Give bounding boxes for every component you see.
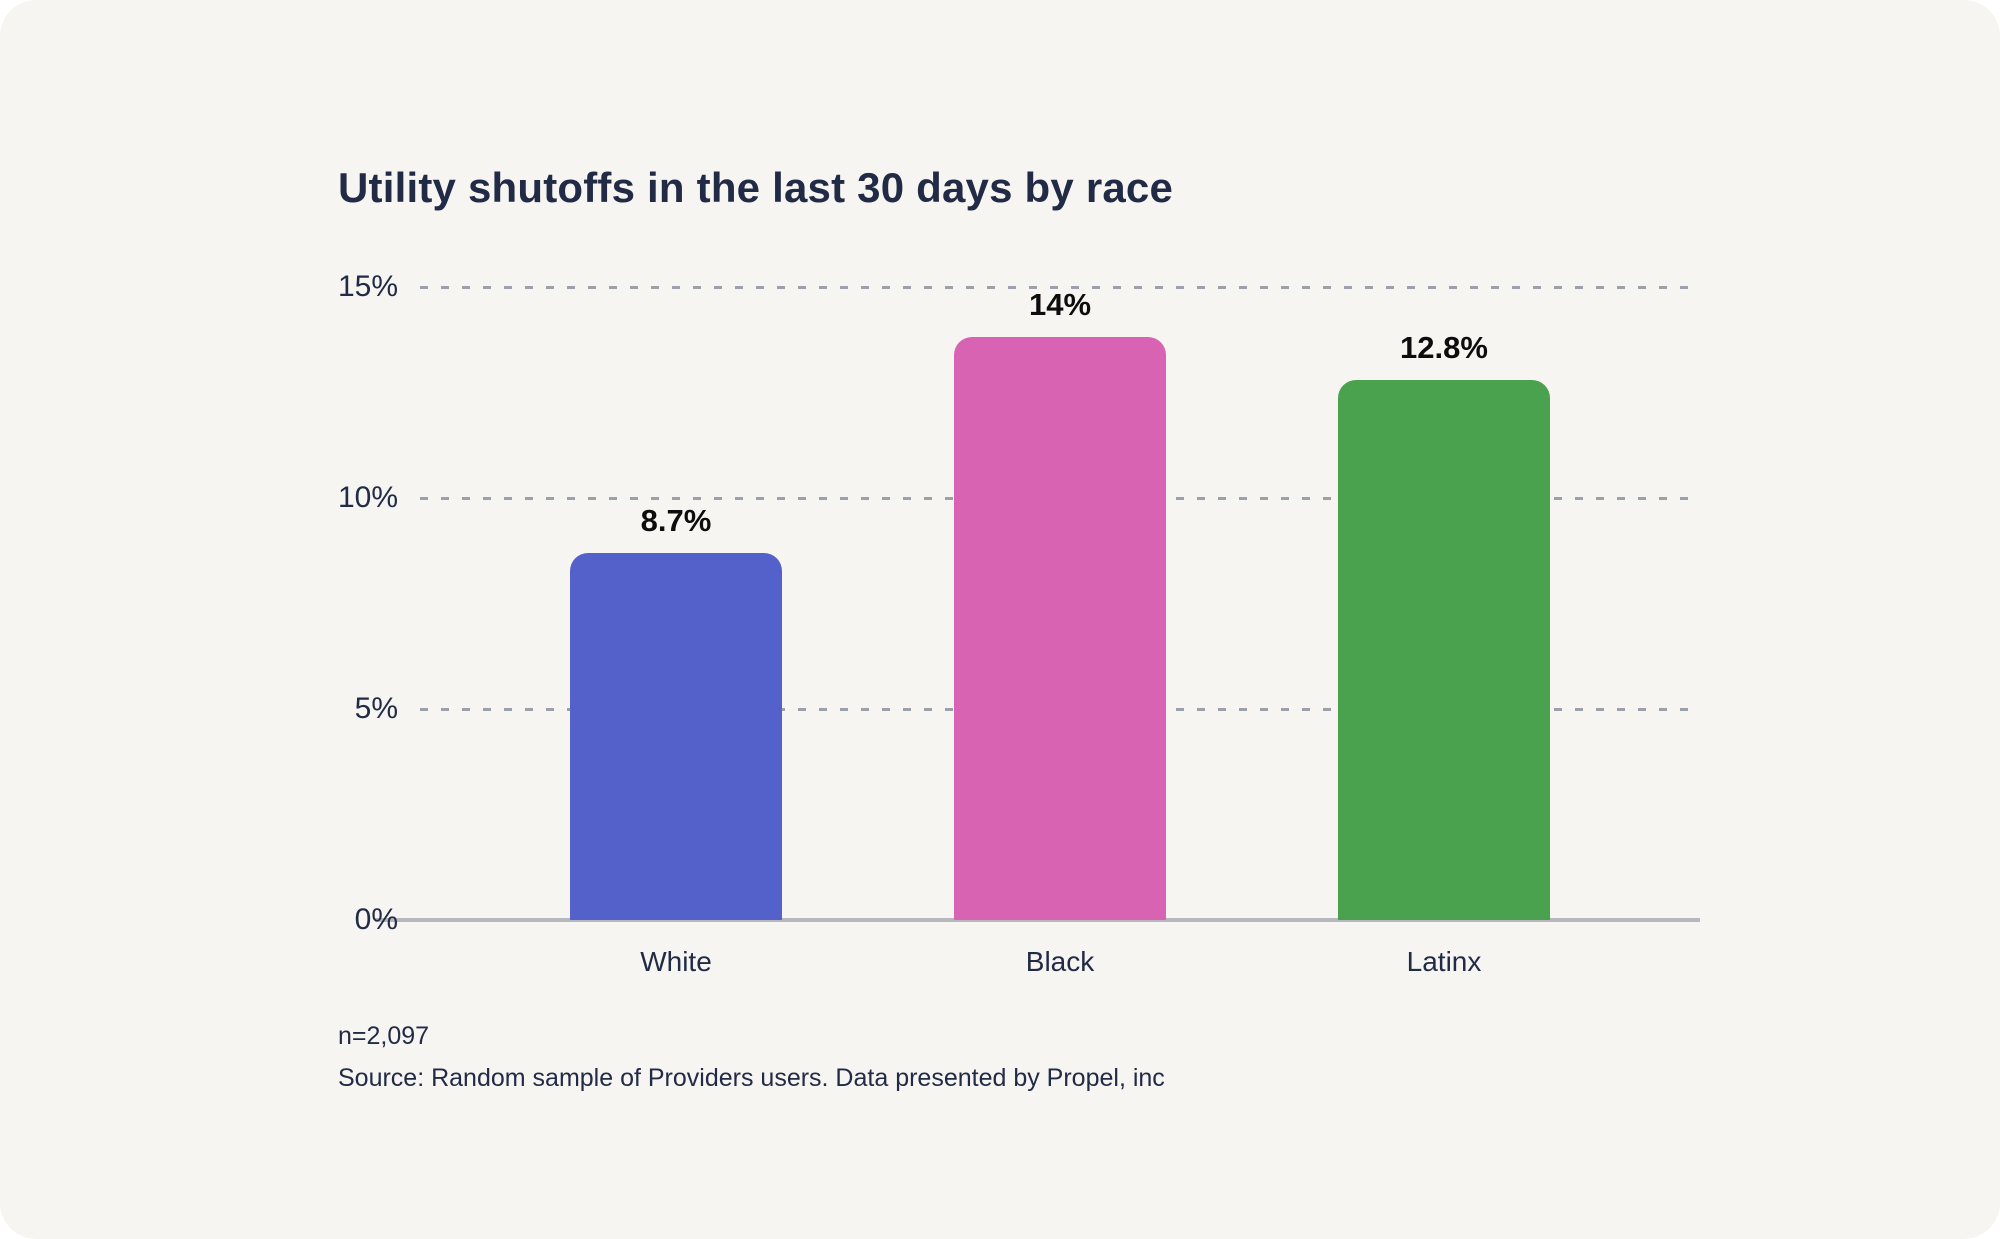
category-label: Black (1025, 946, 1095, 977)
bar (570, 552, 782, 920)
bar-group-latinx: 12.8% Latinx (1338, 287, 1550, 977)
y-tick-label: 10% (337, 481, 398, 514)
bar (954, 336, 1166, 920)
bar-value-label: 14% (1028, 287, 1092, 322)
bar-group-black: 14% Black (954, 287, 1166, 977)
category-label: Latinx (1406, 946, 1482, 977)
bars-row: 8.7% White 14% Black 12.8% Latinx (420, 287, 1700, 977)
chart-title: Utility shutoffs in the last 30 days by … (338, 164, 1174, 211)
y-tick-label: 0% (354, 903, 398, 936)
bar-value-label: 12.8% (1400, 330, 1488, 366)
bar-value-label: 8.7% (640, 503, 712, 539)
source-note: Source: Random sample of Providers users… (338, 1064, 1165, 1092)
plot-area: 8.7% White 14% Black 12.8% Latinx 0% 5% 10% 15% (338, 270, 1700, 977)
sample-size-note: n=2,097 (338, 1022, 430, 1050)
y-tick-label: 5% (354, 692, 398, 725)
bar-group-white: 8.7% White (570, 287, 782, 977)
y-tick-label: 15% (337, 270, 398, 303)
bar (1338, 379, 1550, 920)
gridline (420, 285, 1700, 289)
category-label: White (640, 946, 712, 977)
x-axis-baseline (375, 918, 1700, 922)
